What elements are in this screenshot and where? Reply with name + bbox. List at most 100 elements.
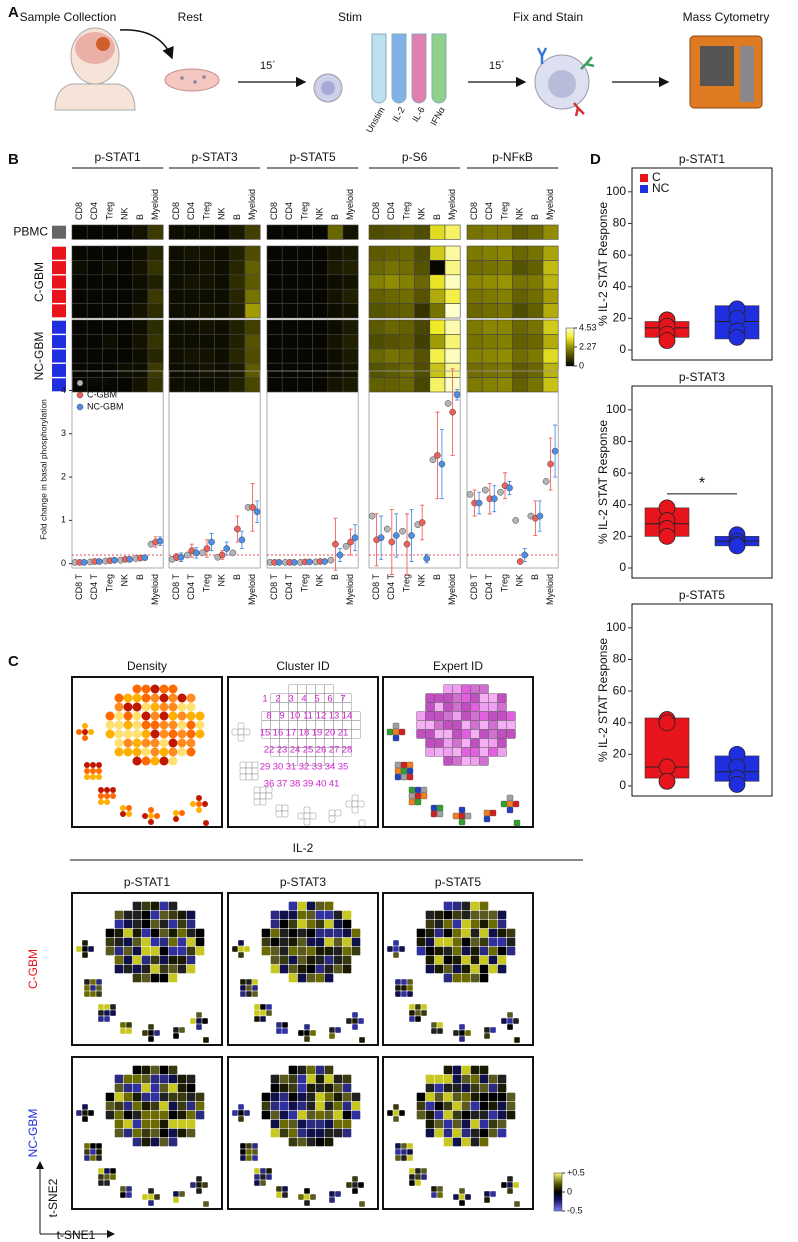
x-tick-label: NK xyxy=(515,574,525,587)
heatmap-cell xyxy=(481,303,498,319)
point xyxy=(658,772,676,790)
map-cell xyxy=(261,1110,271,1120)
map-cell xyxy=(123,964,133,974)
heatmap-cell xyxy=(132,274,149,290)
map-cell xyxy=(452,684,462,694)
heatmap-cell xyxy=(214,274,231,290)
map-cell xyxy=(328,1196,336,1204)
map-cell xyxy=(281,1021,289,1029)
legend-marker xyxy=(640,174,648,182)
column-label: B xyxy=(530,214,540,220)
map-cell xyxy=(392,951,400,959)
heatmap-cell xyxy=(183,245,200,261)
group-strip xyxy=(52,275,66,289)
map-cell xyxy=(237,1115,245,1123)
heatmap-cell xyxy=(342,319,359,335)
heatmap-cell xyxy=(444,260,461,276)
map-cell xyxy=(132,738,142,748)
heatmap-cell xyxy=(168,224,185,240)
map-cell xyxy=(306,1119,316,1129)
heatmap-cell xyxy=(281,274,298,290)
significance: * xyxy=(699,475,705,492)
map-cell xyxy=(150,1137,160,1147)
map-cell xyxy=(461,747,471,757)
heatmap-cell xyxy=(368,362,385,378)
map-cell xyxy=(315,973,325,983)
heatmap-cell xyxy=(327,348,344,364)
heatmap-cell xyxy=(444,274,461,290)
cluster-label: 4 xyxy=(301,694,306,705)
map-cell xyxy=(114,738,124,748)
map-cell xyxy=(406,984,414,992)
map-cell xyxy=(306,910,316,920)
map-cell xyxy=(288,1110,298,1120)
heatmap-cell xyxy=(229,303,246,319)
heatmap-cell xyxy=(414,319,431,335)
map-cell xyxy=(434,693,444,703)
map-cell xyxy=(281,804,289,812)
heatmap-cell xyxy=(147,303,164,319)
marker-title: p-STAT5 xyxy=(289,150,336,164)
group-label: PBMC xyxy=(13,224,48,238)
map-cell xyxy=(434,702,444,712)
map-cell xyxy=(392,1115,400,1123)
cluster-label: 13 xyxy=(329,711,340,722)
heatmap-cell xyxy=(244,319,261,335)
heatmap-cell xyxy=(266,288,283,304)
map-cell xyxy=(406,978,414,986)
map-cell xyxy=(488,1083,498,1093)
map-cell xyxy=(141,901,151,911)
map-cell xyxy=(243,945,251,953)
map-cell xyxy=(430,810,438,818)
x-tick-label: Myeloid xyxy=(150,574,160,605)
y-tick-label: 40 xyxy=(613,497,627,511)
heatmap-cell xyxy=(542,260,559,276)
map-cell xyxy=(342,928,352,938)
map-cell xyxy=(275,1191,283,1199)
map-cell xyxy=(186,946,196,956)
point xyxy=(234,525,241,533)
map-cell xyxy=(425,937,435,947)
column-label: NK xyxy=(315,207,325,220)
map-cell xyxy=(103,1009,111,1017)
map-cell xyxy=(141,729,151,739)
y-tick-label: 0 xyxy=(619,778,626,792)
column-label: CD4 xyxy=(284,202,294,220)
map-cell xyxy=(186,937,196,947)
map-cell xyxy=(288,1074,298,1084)
heatmap-cell xyxy=(512,377,529,393)
heatmap-cell xyxy=(183,319,200,335)
heatmap-cell xyxy=(414,377,431,393)
heatmap-cell xyxy=(466,274,483,290)
heatmap-cell xyxy=(414,260,431,276)
map-cell xyxy=(123,910,133,920)
map-cell xyxy=(168,955,178,965)
heatmap-cell xyxy=(481,288,498,304)
map-cell xyxy=(452,1101,462,1111)
heatmap-cell xyxy=(497,348,513,364)
map-cell xyxy=(288,684,298,694)
map-cell xyxy=(150,1119,160,1129)
map-cell xyxy=(461,756,471,766)
map-cell xyxy=(288,901,298,911)
point xyxy=(658,527,676,545)
map-cell xyxy=(483,1032,491,1040)
x-tick-label: Treg xyxy=(499,574,509,592)
map-cell xyxy=(275,1185,283,1193)
map-cell xyxy=(195,1011,203,1019)
map-cell xyxy=(436,1027,444,1035)
heatmap-cell xyxy=(512,362,529,378)
map-cell xyxy=(179,810,185,816)
map-cell xyxy=(461,711,471,721)
x-tick-label: NK xyxy=(315,574,325,587)
map-cell xyxy=(452,812,460,820)
heatmap-cell xyxy=(244,348,261,364)
map-cell xyxy=(351,794,359,802)
heatmap-cell xyxy=(429,334,446,350)
heatmap-cell xyxy=(71,303,88,319)
map-cell xyxy=(297,910,307,920)
map-cell xyxy=(177,910,187,920)
cluster-label: 17 xyxy=(286,728,297,739)
step-label: Stim xyxy=(338,10,362,24)
cluster-label: 41 xyxy=(329,779,340,790)
